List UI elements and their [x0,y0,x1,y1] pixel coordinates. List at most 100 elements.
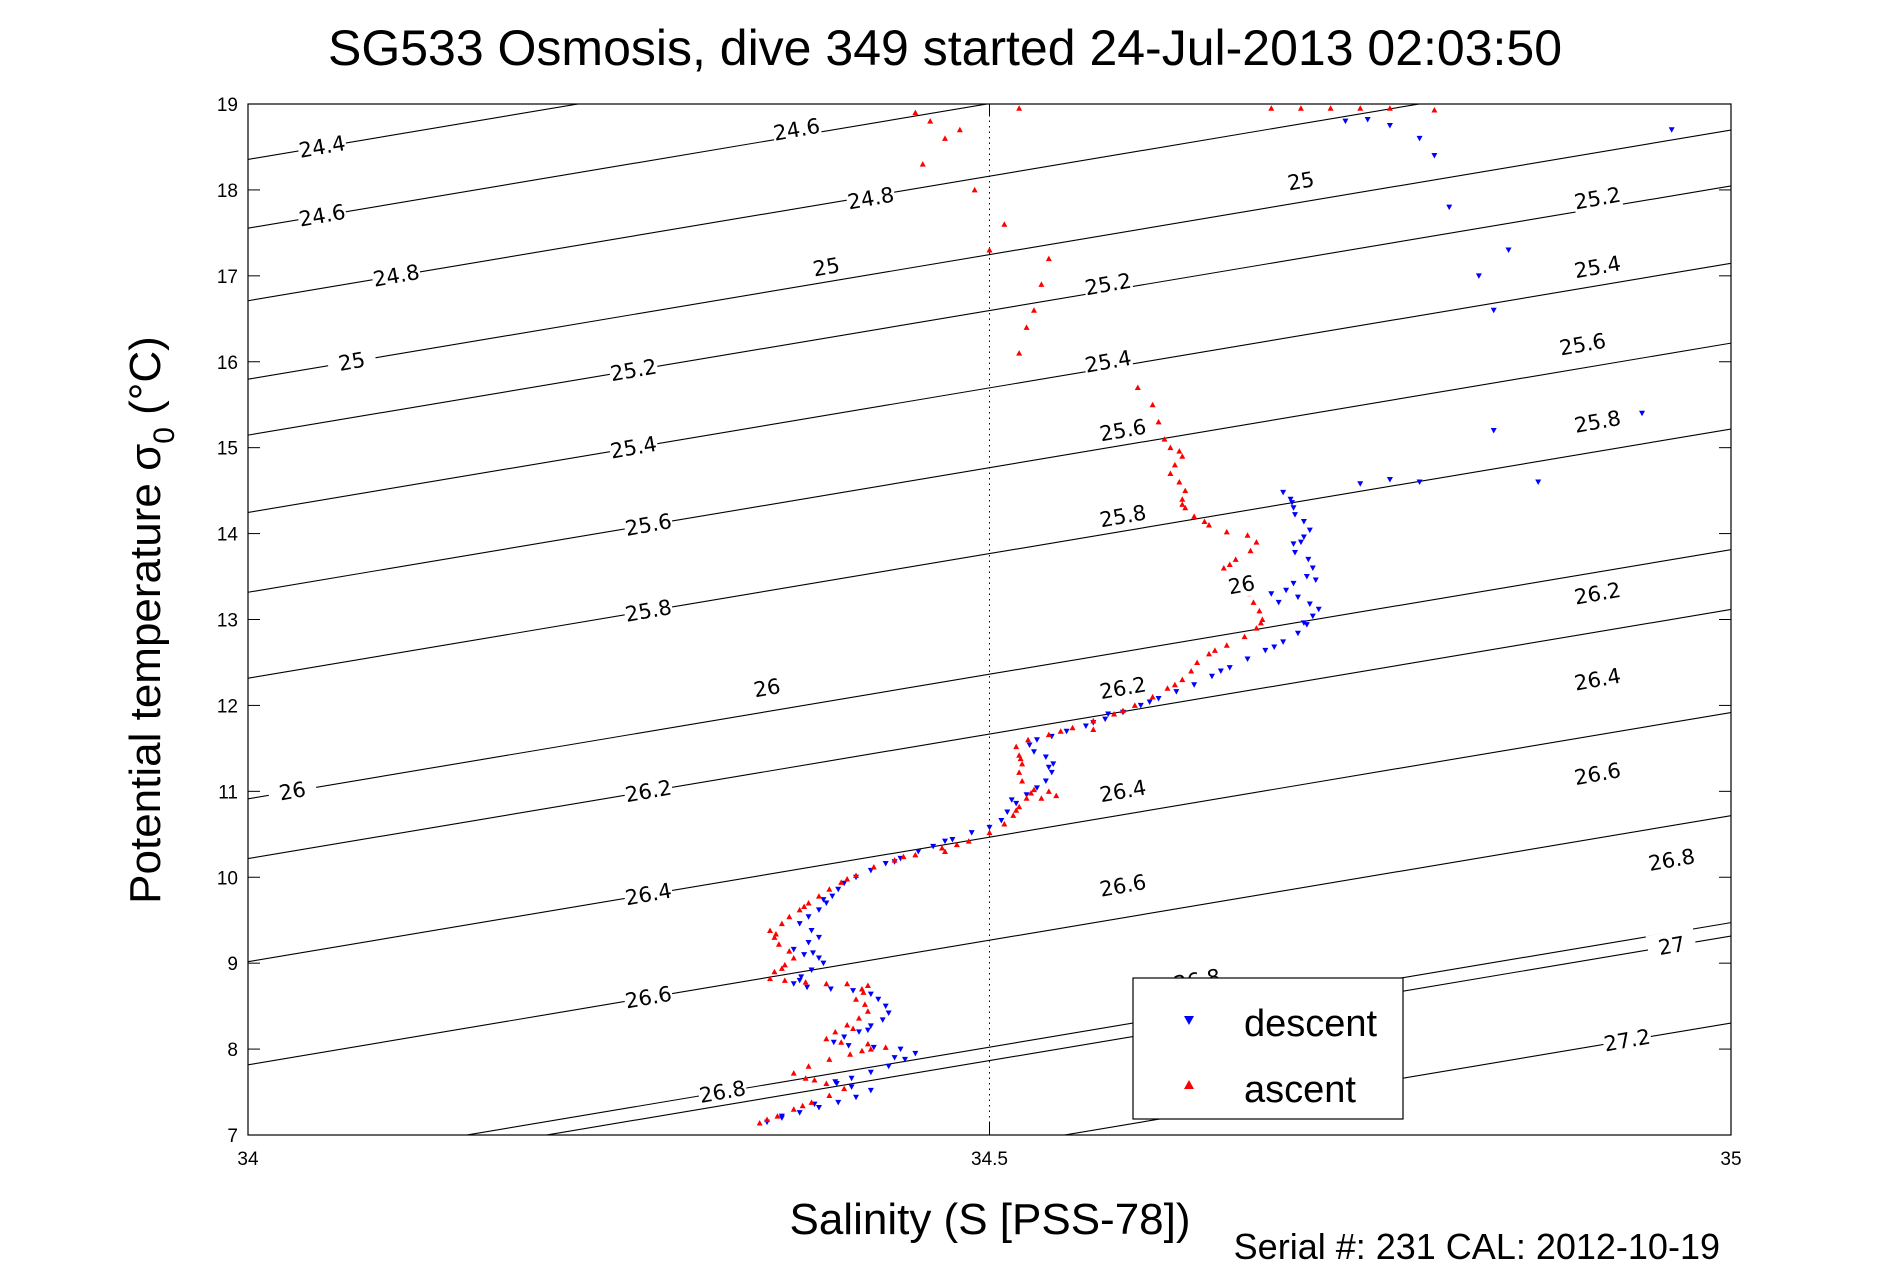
ascent-point [1220,564,1227,571]
ascent-point [861,1001,868,1007]
descent-point [912,1050,919,1057]
contour-label-bg [607,352,660,387]
contour-label-bg [1096,498,1149,533]
descent-point [1287,496,1294,503]
ascent-point [1023,324,1030,330]
legend-descent-marker [1184,1016,1194,1025]
isopycnal-line [463,922,1731,1135]
contour-label-bg [740,670,793,705]
ascent-point [838,879,845,885]
x-tick-label: 35 [1720,1149,1741,1170]
legend-ascent-label: ascent [1244,1069,1356,1111]
y-tick-label: 15 [217,439,238,460]
ascent-point [1111,711,1118,717]
legend-box [1132,977,1404,1120]
contour-label-bg [1082,343,1134,378]
ascent-point [855,1015,862,1021]
descent-point [870,1044,877,1051]
descent-point [1268,591,1275,597]
ascent-point [1188,668,1195,674]
descent-point [1290,580,1297,587]
ascent-point [1019,778,1026,784]
contour-label: 26 [752,674,782,702]
ascent-point [823,1080,830,1086]
contour-label-bg [1571,180,1624,215]
ascent-point [771,968,778,975]
descent-point [1306,601,1313,608]
ascent-point [1253,539,1260,545]
ascent-point [781,977,788,983]
descent-point [1300,620,1307,626]
descent-point [830,1039,837,1046]
ascent-point [942,135,949,141]
descent-point [1105,711,1112,718]
descent-point [867,1023,874,1029]
descent-point [805,914,812,920]
descent-point [1217,668,1224,675]
ascent-point [864,1040,871,1047]
y-tick-label: 18 [217,181,238,202]
contour-label-bg [622,592,675,627]
ascent-point [786,948,793,954]
y-tick-label: 10 [217,868,238,889]
ascent-point [1223,642,1230,648]
ascent-point [838,1039,845,1045]
descent-point [829,893,836,900]
y-tick-label: 11 [218,782,238,803]
ascent-point [939,845,946,851]
descent-point [1357,481,1364,487]
ascent-point [823,1035,830,1042]
ascent-point [1386,105,1393,111]
ascent-point [1223,528,1230,535]
ascent-point [1201,518,1208,525]
isopycnal-line [248,712,1731,963]
descent-point [808,967,815,974]
ascent-point [1149,693,1156,700]
ascent-point [1171,461,1178,468]
ascent-point [799,1102,806,1109]
descent-point [805,940,812,946]
ascent-point [986,247,993,253]
ascent-point [1016,803,1023,810]
ascent-point [860,989,867,995]
ascent-point [802,1075,809,1081]
y-tick-label: 16 [217,353,238,374]
ascent-point [1205,650,1212,657]
descent-point [867,991,874,998]
contour-label-bg [1571,403,1624,438]
ascent-point [823,980,830,987]
descent-point [1300,519,1307,525]
descent-point [1386,476,1393,483]
ascent-point [1057,728,1064,734]
contour-label-bg [622,876,675,911]
contour-label-bg [1601,1022,1653,1057]
ascent-point [850,1025,857,1031]
descent-point [1283,587,1290,594]
descent-point [968,830,975,836]
descent-point [1191,682,1198,688]
descent-point [778,1113,785,1120]
descent-point [808,928,815,934]
ascent-point [1045,788,1052,794]
descent-point [1146,699,1153,705]
ascent-point [986,829,993,836]
ascent-point [844,1022,851,1028]
ascent-point [1253,625,1260,631]
contour-label-bg [1082,266,1134,301]
descent-point [841,1034,848,1041]
y-tick-label: 13 [217,611,238,632]
descent-point [815,955,822,962]
ascent-point [1090,726,1097,732]
descent-point [1208,673,1215,680]
y-axis-label: Potential temperature σ0 (°C) [121,336,181,904]
ascent-point [1010,812,1017,818]
ascent-point [796,906,803,913]
contour-label-bg [1645,842,1698,877]
contour-label: 27 [1656,932,1686,960]
contour-label: 25 [337,348,367,376]
descent-point [1312,577,1319,583]
descent-point [901,1056,908,1063]
contour-label-bg [622,979,675,1014]
ascent-point [778,965,785,971]
